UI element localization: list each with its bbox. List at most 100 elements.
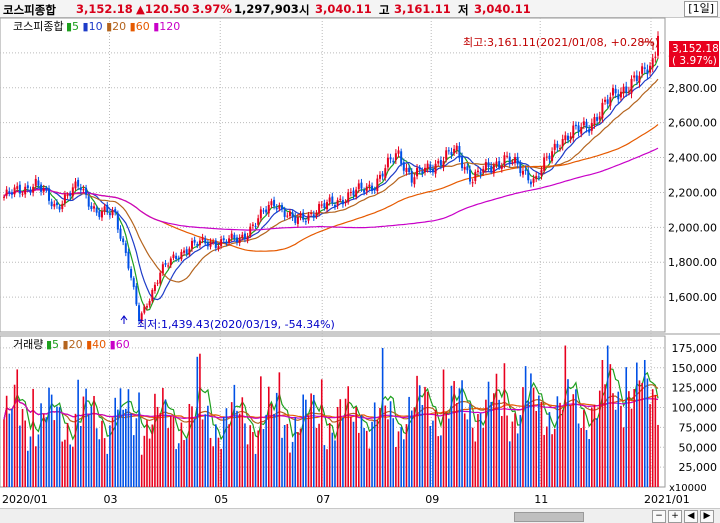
candle-body — [145, 306, 148, 308]
candle-body — [651, 58, 654, 68]
zoom-in-button[interactable]: + — [668, 510, 682, 523]
volume-bar — [545, 426, 548, 487]
volume-bar — [596, 418, 598, 487]
volume-bar — [114, 397, 117, 487]
price-tick-label: 2,000.00 — [668, 221, 717, 234]
volume-bar — [238, 413, 241, 487]
volume-bar — [617, 391, 620, 487]
volume-bar — [376, 420, 379, 487]
candle-body — [55, 202, 58, 206]
chart-scroll-bar[interactable]: − + ◀ ▶ — [0, 508, 720, 523]
candle-body — [400, 151, 403, 164]
volume-bar — [551, 434, 553, 487]
candle-body — [535, 175, 538, 180]
candle-body — [347, 192, 350, 203]
volume-bar — [77, 379, 79, 487]
volume-bar — [381, 347, 384, 487]
candle-body — [447, 150, 450, 152]
candle-body — [514, 157, 517, 163]
candle-body — [230, 233, 233, 239]
volume-bar — [50, 394, 53, 487]
candle-body — [365, 186, 368, 192]
volume-bar — [164, 399, 167, 487]
ma-legend-item: ▮5 — [46, 338, 59, 351]
candle-body — [381, 173, 384, 177]
candle-body — [455, 145, 458, 150]
candle-body — [108, 213, 111, 216]
candle-body — [50, 201, 53, 207]
candle-body — [582, 121, 585, 126]
candle-body — [654, 56, 657, 58]
volume-bar — [201, 419, 204, 487]
volume-bar — [286, 423, 289, 487]
candle-body — [265, 209, 268, 213]
volume-bar — [442, 369, 445, 487]
candle-body — [614, 88, 617, 94]
candle-body — [646, 69, 649, 75]
y-axis-labels: 3,000.002,800.002,600.002,400.002,200.00… — [668, 47, 717, 474]
candle-body — [270, 201, 273, 206]
volume-bar — [500, 415, 503, 487]
scroll-left-button[interactable]: ◀ — [684, 510, 698, 523]
candle-body — [8, 191, 11, 194]
candle-body — [418, 167, 421, 170]
candle-body — [148, 300, 151, 306]
period-selector-button[interactable]: [1일] — [684, 1, 718, 17]
volume-bar — [183, 440, 185, 487]
volume-bar — [185, 438, 188, 487]
open-label: 시 — [299, 3, 310, 17]
candle-body — [431, 168, 434, 173]
volume-bar — [48, 387, 50, 487]
high-label: 고 — [379, 3, 390, 17]
candle-body — [273, 199, 276, 207]
volume-bar — [249, 425, 252, 487]
candle-body — [243, 233, 246, 239]
candle-body — [286, 215, 289, 217]
candle-body — [553, 143, 556, 150]
candle-body — [294, 216, 297, 223]
volume-bar — [511, 421, 514, 487]
candle-body — [288, 211, 291, 216]
volume-bar — [212, 446, 214, 487]
ma-legend-item: ▮10 — [79, 20, 103, 33]
volume-bar — [72, 446, 74, 487]
volume-bar — [87, 414, 90, 487]
volume-bar — [614, 409, 617, 487]
volume-bar — [538, 395, 540, 487]
zoom-out-button[interactable]: − — [652, 510, 666, 523]
volume-bar — [275, 392, 278, 487]
candle-body — [328, 197, 331, 202]
candle-body — [13, 187, 16, 195]
candle-body — [175, 255, 178, 259]
price-tick-label: 1,600.00 — [668, 291, 717, 304]
candle-body — [111, 210, 114, 216]
volume-bar — [373, 402, 376, 487]
volume-tick-label: 125,000 — [672, 382, 718, 395]
volume-bar — [495, 373, 498, 487]
volume-bar — [85, 388, 87, 487]
candle-body — [519, 163, 522, 173]
x-axis-labels: 2020/01 03 05 07 09 11 2021/01 — [2, 493, 690, 506]
low-marker-icon — [120, 315, 128, 324]
candle-body — [225, 241, 228, 244]
last-price-label: 3,152.18 — [672, 43, 719, 55]
volume-bar — [151, 424, 154, 487]
volume-bar — [591, 407, 593, 487]
volume-bar — [244, 423, 246, 487]
candle-body — [569, 136, 572, 139]
candle-body — [559, 148, 562, 150]
candle-body — [606, 99, 609, 104]
candle-body — [42, 188, 45, 192]
volume-bar — [421, 404, 424, 487]
scroll-right-button[interactable]: ▶ — [700, 510, 714, 523]
candle-body — [537, 176, 540, 178]
candle-body — [180, 251, 183, 260]
moving-average-lines — [3, 57, 659, 441]
candle-body — [389, 157, 392, 160]
candle-body — [392, 160, 395, 162]
candle-body — [53, 203, 56, 207]
candle-body — [402, 162, 405, 171]
scroll-thumb[interactable] — [514, 512, 584, 522]
candle-body — [577, 125, 580, 132]
